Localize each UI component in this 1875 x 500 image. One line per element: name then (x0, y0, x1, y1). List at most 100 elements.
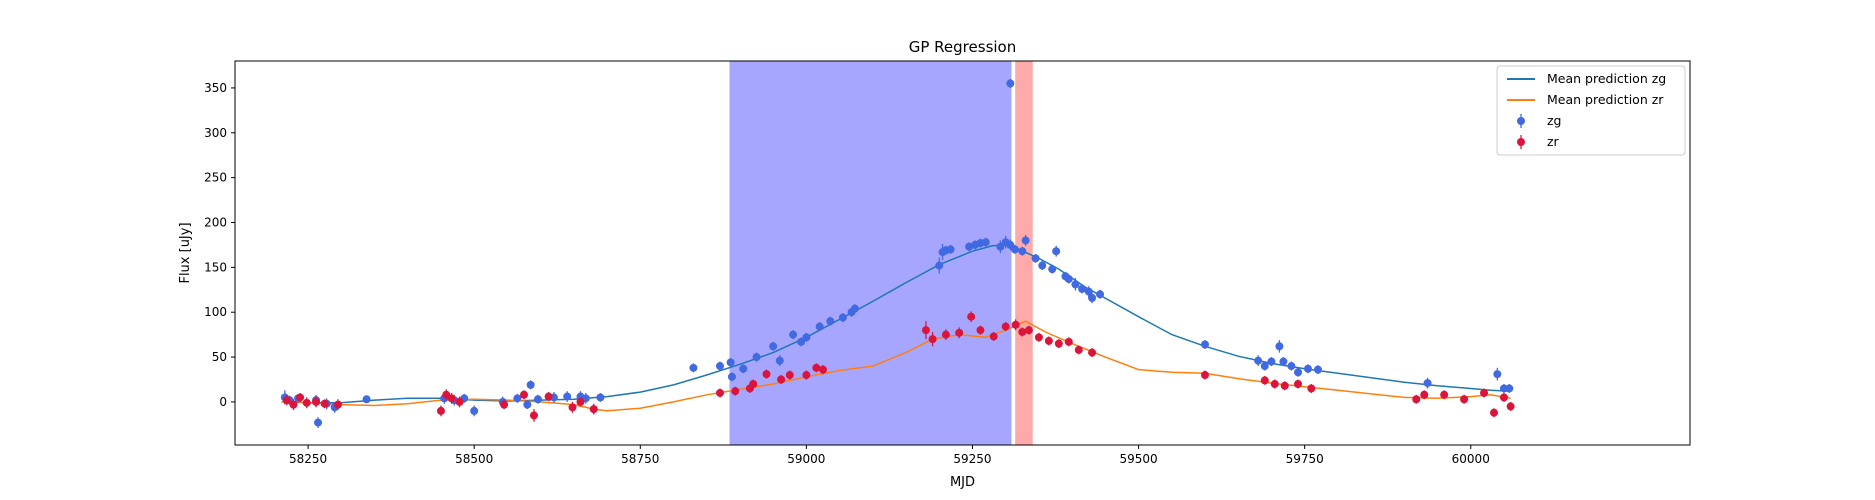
data-point (1048, 265, 1057, 274)
data-point (1267, 357, 1276, 366)
x-tick-label: 60000 (1452, 452, 1490, 466)
data-point (789, 330, 798, 339)
data-point (955, 328, 964, 337)
y-tick-label: 200 (204, 215, 227, 229)
data-point (752, 353, 761, 362)
data-point (523, 400, 532, 409)
x-tick-label: 59500 (1119, 452, 1157, 466)
data-point (302, 398, 311, 407)
data-point (928, 335, 937, 344)
data-point (529, 411, 538, 420)
y-tick-label: 350 (204, 81, 227, 95)
data-point (689, 363, 698, 372)
data-point (1044, 336, 1053, 345)
chart-title: GP Regression (909, 38, 1016, 56)
data-point (1088, 348, 1097, 357)
y-tick-label: 0 (219, 395, 227, 409)
data-point (1071, 280, 1080, 289)
data-point (1064, 275, 1073, 284)
data-point (1074, 345, 1083, 354)
data-point (1088, 293, 1097, 302)
data-point (1279, 357, 1288, 366)
x-tick-label: 58750 (621, 452, 659, 466)
data-point (1275, 342, 1284, 351)
x-axis-label: MJD (950, 475, 975, 490)
y-tick-label: 250 (204, 171, 227, 185)
data-point (797, 337, 806, 346)
data-point (716, 362, 724, 371)
shaded-regions (729, 60, 1033, 446)
data-point (1010, 245, 1019, 254)
data-point (1490, 408, 1499, 417)
data-point (520, 390, 529, 399)
legend-label: zr (1547, 134, 1560, 149)
series-zg (280, 78, 1514, 428)
data-point (589, 405, 598, 414)
data-point (563, 392, 572, 401)
data-point (1078, 284, 1087, 293)
data-point (935, 261, 944, 270)
data-point (981, 238, 990, 247)
legend-swatch (1517, 138, 1525, 146)
data-point (470, 406, 479, 415)
data-point (1460, 395, 1469, 404)
data-point (826, 317, 835, 326)
data-point (1313, 365, 1322, 374)
data-point (455, 397, 464, 406)
data-point (739, 364, 748, 373)
legend-label: Mean prediction zg (1547, 71, 1666, 86)
data-point (769, 342, 778, 351)
data-point (1294, 379, 1303, 388)
data-point (282, 396, 291, 405)
data-point (1280, 381, 1289, 390)
data-point (1423, 379, 1432, 388)
data-point (320, 399, 329, 408)
legend-swatch (1517, 117, 1525, 125)
axes: 58250 58500 58750 59000 59250 59500 59750 60000… (204, 81, 1490, 466)
data-point (1031, 254, 1040, 263)
legend-label: zg (1547, 113, 1562, 128)
data-point (544, 392, 553, 401)
data-point (921, 326, 930, 335)
data-point (314, 418, 323, 427)
series-zr (282, 311, 1515, 422)
y-tick-label: 50 (212, 350, 227, 364)
data-point (812, 363, 821, 372)
data-point (1021, 236, 1030, 245)
data-point (802, 371, 811, 380)
data-point (526, 380, 535, 389)
data-point (727, 372, 736, 381)
data-point (1038, 261, 1047, 270)
data-point (941, 330, 950, 339)
y-tick-label: 300 (204, 126, 227, 140)
data-point (1011, 320, 1020, 329)
x-tick-label: 58500 (455, 452, 493, 466)
data-point (850, 304, 859, 313)
data-point (1006, 79, 1015, 88)
data-point (596, 393, 605, 402)
data-point (436, 406, 445, 415)
x-tick-label: 59250 (953, 452, 991, 466)
shaded-region-1 (729, 60, 1012, 446)
data-point (1506, 402, 1515, 411)
data-point (976, 326, 985, 335)
data-point (1499, 393, 1508, 402)
data-point (513, 394, 522, 403)
observations (280, 78, 1515, 428)
data-point (775, 356, 784, 365)
data-point (362, 395, 371, 404)
x-tick-label: 58250 (289, 452, 327, 466)
data-point (1420, 390, 1429, 399)
data-point (312, 397, 321, 406)
y-axis-label: Flux [uJy] (178, 222, 193, 283)
data-point (1064, 337, 1073, 346)
data-point (1303, 364, 1312, 373)
data-point (1018, 327, 1027, 336)
data-point (500, 400, 509, 409)
data-point (1254, 356, 1263, 365)
data-point (996, 242, 1005, 251)
data-point (967, 312, 976, 321)
data-point (576, 397, 585, 406)
data-point (946, 245, 955, 254)
